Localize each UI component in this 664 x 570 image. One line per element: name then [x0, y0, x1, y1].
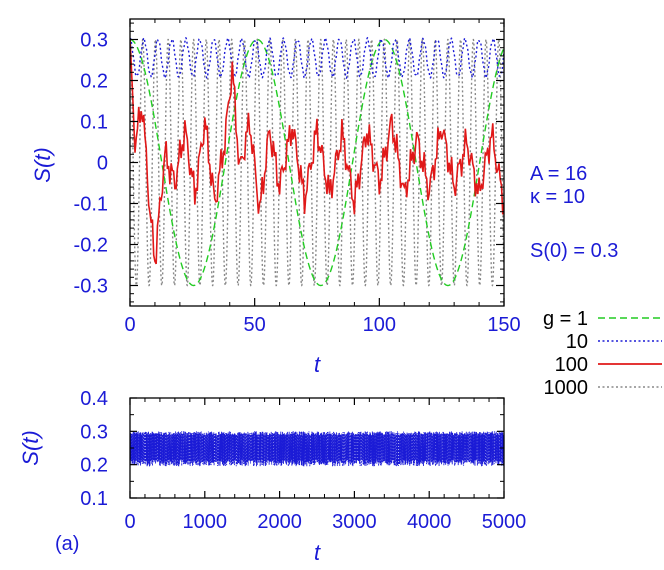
annotation-amplitude: A = 16 — [530, 163, 587, 185]
bottom-y-axis-title: S(t) — [18, 430, 43, 465]
top-y-tick-label: -0.1 — [74, 194, 108, 216]
bottom-series-line — [130, 431, 504, 467]
top-y-tick-label: 0.3 — [80, 30, 108, 52]
top-x-tick-label: 100 — [363, 314, 396, 336]
bottom-panel: 0 1000 2000 3000 4000 5000 0.1 0.2 0.3 0.4 S(t) t… — [18, 388, 526, 565]
top-y-tick-label: -0.2 — [74, 235, 108, 257]
series-line-100 — [130, 39, 504, 265]
annotation-initial-value: S(0) = 0.3 — [530, 240, 618, 262]
legend-label: 1000 — [544, 377, 589, 399]
top-panel: 0 50 100 150 -0.3 -0.2 -0.1 0 0.1 0.2 0.3 S(t) t — [30, 18, 521, 377]
legend-label: g = 1 — [543, 308, 588, 330]
panel-label: (a) — [55, 533, 79, 555]
bottom-y-tick-label: 0.1 — [80, 488, 108, 510]
top-x-tick-label: 0 — [124, 314, 135, 336]
series-line-g-1 — [130, 38, 504, 287]
bottom-x-tick-label: 0 — [124, 511, 135, 533]
top-y-axis-title: S(t) — [30, 147, 55, 182]
bottom-x-tick-label: 1000 — [183, 511, 228, 533]
legend-label: 10 — [566, 331, 588, 353]
bottom-x-tick-label: 3000 — [332, 511, 377, 533]
annotation-kappa: κ = 10 — [530, 186, 585, 208]
bottom-x-tick-label: 4000 — [407, 511, 452, 533]
top-y-tick-label: 0.2 — [80, 71, 108, 93]
top-x-axis-title: t — [314, 352, 321, 377]
bottom-x-tick-label: 2000 — [257, 511, 302, 533]
top-y-tick-label: 0 — [97, 153, 108, 175]
series-line-10 — [130, 36, 504, 79]
top-x-tick-label: 150 — [487, 314, 520, 336]
top-x-tick-label: 50 — [244, 314, 266, 336]
bottom-x-tick-label: 5000 — [482, 511, 527, 533]
bottom-x-axis-title: t — [314, 540, 321, 565]
top-y-tick-label: 0.1 — [80, 112, 108, 134]
legend-label: 100 — [555, 354, 588, 376]
top-y-tick-label: -0.3 — [74, 276, 108, 298]
bottom-y-tick-label: 0.4 — [80, 388, 108, 410]
bottom-y-tick-label: 0.2 — [80, 455, 108, 477]
bottom-y-tick-label: 0.3 — [80, 421, 108, 443]
